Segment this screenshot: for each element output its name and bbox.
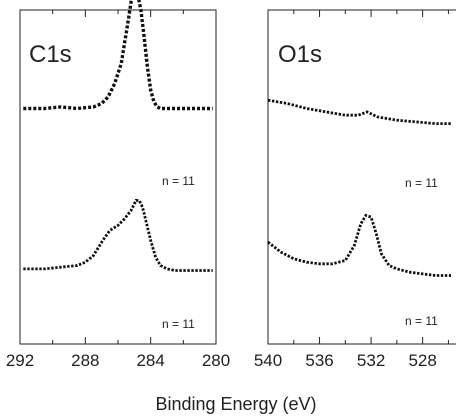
c1s-lower-spectrum-trace <box>23 198 213 272</box>
c1s-x-tick-label-292: 292 <box>6 351 34 370</box>
c1s-panel-title: C1s <box>29 41 72 68</box>
o1s-x-tick-label-532: 532 <box>357 351 385 370</box>
o1s-panel-title: O1s <box>278 41 322 68</box>
o1s-upper-count-label: n = 11 <box>405 176 438 190</box>
o1s-panel: O1s 540 536 532 528 n = 11 n = 11 <box>254 9 456 370</box>
o1s-lower-spectrum-trace <box>267 213 451 277</box>
o1s-x-ticks <box>267 10 449 344</box>
o1s-plot-frame <box>267 9 456 345</box>
c1s-upper-count-label: n = 11 <box>162 174 195 188</box>
c1s-traces <box>23 0 213 272</box>
o1s-x-tick-label-536: 536 <box>305 351 333 370</box>
c1s-x-tick-label-280: 280 <box>202 351 230 370</box>
c1s-upper-spectrum-trace <box>23 0 213 111</box>
o1s-x-tick-labels: 540 536 532 528 <box>254 351 437 370</box>
c1s-x-tick-label-288: 288 <box>71 351 99 370</box>
o1s-x-tick-label-528: 528 <box>408 351 436 370</box>
c1s-x-tick-label-284: 284 <box>136 351 164 370</box>
c1s-lower-count-label: n = 11 <box>162 317 195 331</box>
o1s-x-tick-label-540: 540 <box>254 351 282 370</box>
x-axis-title: Binding Energy (eV) <box>155 394 316 414</box>
o1s-lower-count-label: n = 11 <box>405 314 438 328</box>
o1s-upper-spectrum-trace <box>267 98 451 125</box>
c1s-panel: C1s 292 288 284 280 n = 11 n = 11 <box>6 0 230 370</box>
c1s-x-tick-labels: 292 288 284 280 <box>6 351 230 370</box>
c1s-x-ticks <box>19 10 217 344</box>
o1s-traces <box>267 98 451 277</box>
